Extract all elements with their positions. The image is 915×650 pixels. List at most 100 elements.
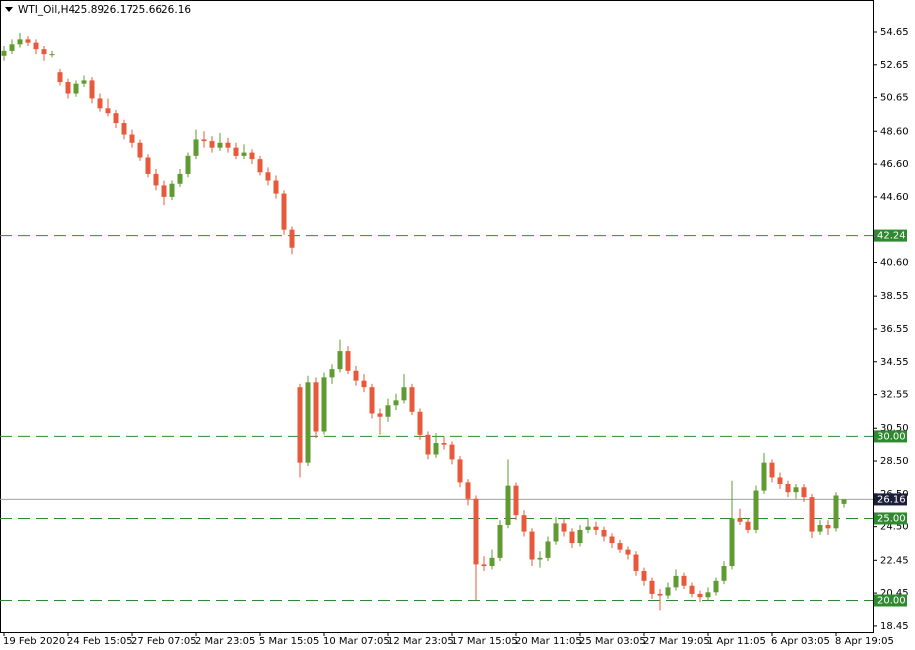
candle-body: [169, 183, 175, 197]
candle-body: [345, 351, 351, 371]
y-tick-label: 48.60: [880, 126, 909, 137]
candle-body: [705, 592, 711, 598]
candle-body: [129, 134, 135, 143]
candle-body: [209, 141, 215, 148]
candle-body: [681, 575, 687, 586]
x-tick-label: 17 Mar 15:05: [451, 636, 518, 647]
x-tick-label: 25 Mar 03:05: [579, 636, 646, 647]
candle-body: [561, 523, 567, 532]
level-label-box: [874, 430, 907, 443]
candle-body: [481, 564, 487, 567]
x-tick-label: 1 Apr 11:05: [707, 636, 766, 647]
candle-body: [465, 482, 471, 499]
candle-body: [833, 495, 839, 529]
candle-body: [489, 557, 495, 567]
last-bar-open: 25.89: [74, 4, 104, 16]
candle-body: [185, 155, 191, 174]
candle-body: [97, 98, 103, 109]
candle-body: [593, 526, 599, 530]
candle-body: [801, 487, 807, 498]
candle-body: [225, 142, 231, 148]
candle-body: [777, 477, 783, 485]
candle-body: [121, 123, 127, 135]
candle-body: [81, 80, 87, 84]
candle-body: [57, 72, 63, 83]
candle-body: [713, 580, 719, 593]
candle-body: [25, 39, 31, 43]
y-tick-label: 18.45: [880, 621, 909, 632]
candle-body: [625, 549, 631, 555]
candle-body: [305, 382, 311, 463]
candle-body: [609, 536, 615, 544]
candle-body: [697, 593, 703, 598]
candle-body: [73, 83, 79, 94]
candle-body: [601, 529, 607, 537]
last-bar-high: 26.17: [103, 4, 133, 16]
y-tick-label: 50.65: [880, 93, 909, 104]
candle-body: [649, 580, 655, 594]
candle-body: [761, 462, 767, 491]
candle-body: [785, 484, 791, 493]
y-tick-label: 28.50: [880, 456, 909, 467]
candle-body: [809, 497, 815, 532]
candle-body: [401, 387, 407, 401]
candle-body: [33, 42, 39, 50]
candle-body: [41, 49, 47, 55]
x-tick-label: 5 Mar 15:05: [259, 636, 319, 647]
candle-body: [449, 444, 455, 460]
candle-body: [577, 529, 583, 544]
candle-body: [65, 82, 71, 94]
x-tick-label: 27 Feb 07:05: [131, 636, 197, 647]
symbol-menu-icon[interactable]: [5, 7, 13, 12]
x-tick-label: 6 Apr 03:05: [771, 636, 830, 647]
x-tick-label: 27 Mar 19:05: [643, 636, 710, 647]
candle-body: [257, 159, 263, 173]
candle-body: [769, 462, 775, 478]
candle-body: [721, 566, 727, 581]
candle-body: [553, 523, 559, 542]
candle-body: [249, 152, 255, 160]
x-tick-label: 19 Feb 2020: [3, 636, 65, 647]
candle-body: [409, 387, 415, 412]
y-tick-label: 34.55: [880, 357, 909, 368]
candle-body: [729, 518, 735, 567]
candle-body: [497, 525, 503, 558]
candle-body: [89, 80, 95, 99]
candle-body: [161, 185, 167, 197]
candle-body: [569, 531, 575, 544]
candle-body: [457, 459, 463, 483]
candle-body: [673, 575, 679, 588]
candle-body: [737, 518, 743, 522]
candle-body: [385, 405, 391, 417]
level-label: 20.00: [877, 595, 906, 606]
candle-body: [841, 499, 847, 504]
x-tick-label: 20 Mar 11:05: [515, 636, 582, 647]
candle-body: [9, 44, 15, 51]
candle-body: [1, 50, 7, 56]
level-label: 42.24: [877, 231, 906, 242]
candle-body: [353, 370, 359, 381]
candle-body: [633, 554, 639, 571]
candle-body: [617, 543, 623, 550]
candle-body: [233, 147, 239, 156]
candle-body: [281, 193, 287, 230]
y-tick-label: 46.60: [880, 159, 909, 170]
candle-body: [193, 139, 199, 156]
candle-body: [473, 498, 479, 565]
y-tick-label: 36.55: [880, 324, 909, 335]
x-tick-label: 12 Mar 23:05: [387, 636, 454, 647]
y-tick-label: 54.65: [880, 27, 909, 38]
candle-body: [529, 531, 535, 560]
level-label: 30.00: [877, 431, 906, 442]
candle-body: [433, 442, 439, 455]
candle-body: [313, 382, 319, 432]
candle-body: [265, 172, 271, 181]
candle-body: [425, 434, 431, 455]
candle-body: [537, 557, 543, 560]
candle-body: [201, 139, 207, 142]
candle-body: [377, 413, 383, 417]
price-label: 26.16: [877, 494, 906, 505]
y-tick-label: 24.50: [880, 522, 909, 533]
